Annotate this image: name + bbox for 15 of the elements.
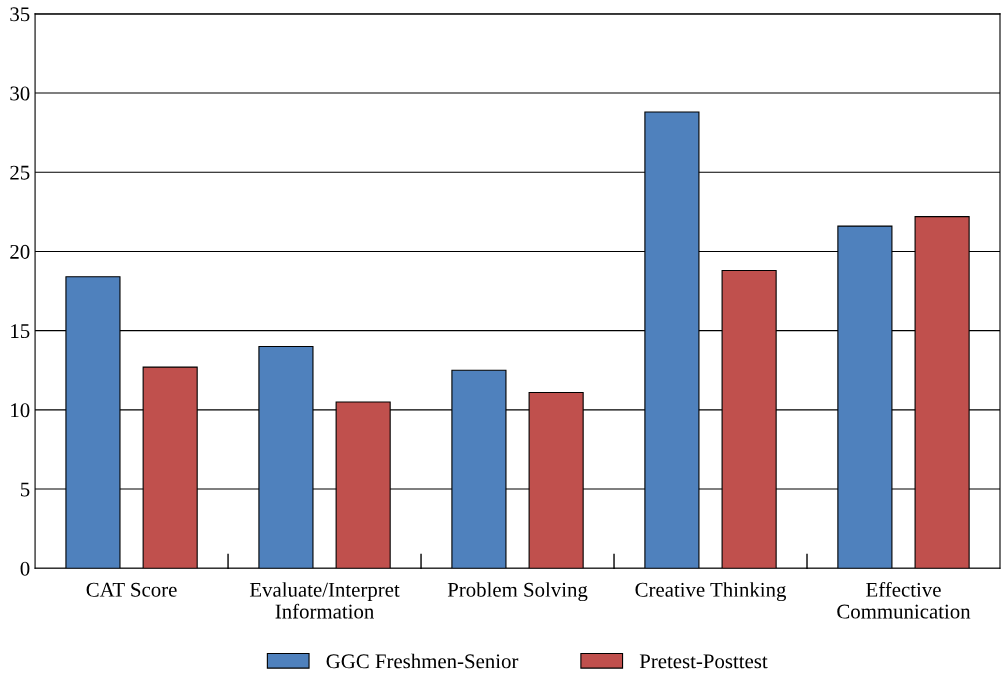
y-tick-label: 15	[11, 324, 30, 339]
y-tick-label: 20	[10, 244, 30, 259]
x-tick-label: Evaluate/Interpret Information	[249, 582, 400, 619]
y-tick-label: 30	[10, 86, 30, 101]
y-tick-label: 5	[21, 482, 30, 497]
legend-label: GGC Freshmen-Senior	[326, 653, 519, 669]
y-tick-label: 0	[20, 561, 30, 576]
x-tick-label: CAT Score	[86, 582, 177, 597]
x-tick-label: Effective Communication	[837, 581, 971, 619]
y-tick-label: 10	[11, 403, 30, 418]
y-tick-label: 25	[10, 165, 30, 180]
legend-label: Pretest-Posttest	[639, 654, 768, 669]
y-tick-label: 35	[10, 7, 30, 22]
x-tick-label: Creative Thinking	[635, 582, 787, 602]
x-tick-label: Problem Solving	[447, 582, 588, 602]
